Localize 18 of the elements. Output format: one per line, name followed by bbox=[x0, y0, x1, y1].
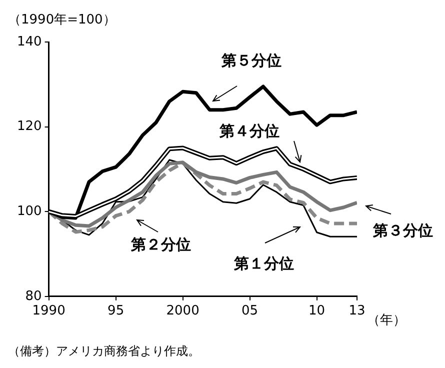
x-tick-label: 05 bbox=[242, 304, 258, 319]
x-tick-label: 95 bbox=[108, 304, 124, 319]
x-tick-label: 10 bbox=[308, 304, 326, 319]
x-axis-title: （年） bbox=[367, 312, 406, 328]
y-tick-label: 100 bbox=[16, 204, 42, 219]
y-tick-label: 140 bbox=[16, 34, 42, 50]
text: （備考）アメリカ商務省より作成。 bbox=[8, 344, 200, 358]
y-tick-label: 120 bbox=[16, 119, 42, 134]
annotation: 第１分位 bbox=[232, 254, 294, 272]
y-axis-title: （1990年=100） bbox=[8, 12, 116, 28]
x-tick-label: 13 bbox=[348, 304, 366, 319]
x-tick-label: 2000 bbox=[166, 304, 200, 319]
annotation: 第２分位 bbox=[130, 235, 192, 254]
annotation: 第３分位 bbox=[372, 222, 433, 240]
annotation: 第４分位 bbox=[218, 122, 280, 140]
y-tick-label: 80 bbox=[25, 288, 42, 304]
annotation: 第５分位 bbox=[220, 52, 282, 70]
x-tick-label: 1990 bbox=[32, 304, 66, 319]
